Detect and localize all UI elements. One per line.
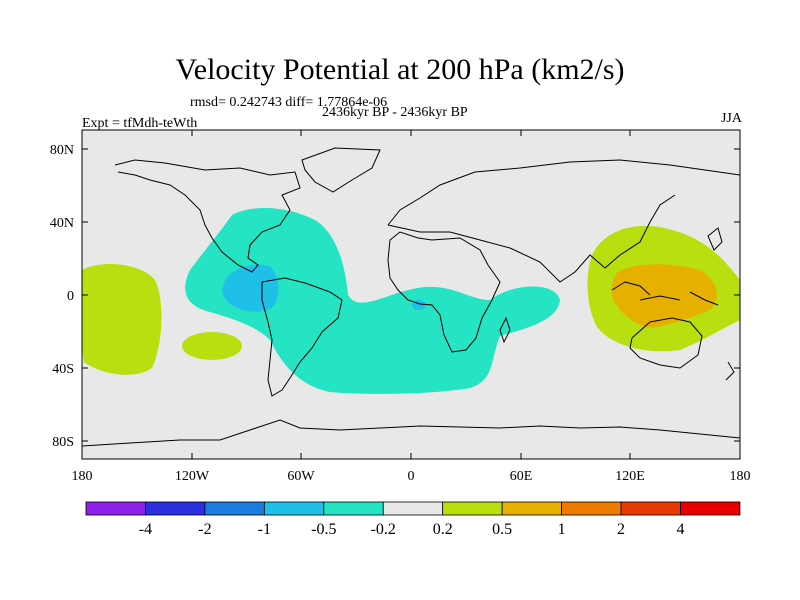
colorbar-box bbox=[620, 501, 681, 516]
colorbar-label: 4 bbox=[677, 521, 685, 538]
negative-anomaly-americas-atlantic bbox=[185, 208, 560, 394]
colorbar-label: 2 bbox=[617, 521, 625, 538]
colorbar-box bbox=[501, 501, 562, 516]
colorbar-label: 1 bbox=[558, 521, 566, 538]
colorbar-label: -0.2 bbox=[371, 521, 396, 538]
lat-label: 40S bbox=[52, 362, 74, 377]
lat-ticks: 80N 40N 0 40S 80S bbox=[50, 143, 740, 450]
coast-japan bbox=[707, 227, 723, 251]
positive-core-maritime-continent bbox=[611, 264, 717, 328]
lon-label: 60E bbox=[510, 469, 533, 484]
lat-label: 80N bbox=[50, 143, 74, 158]
coast-eurasia bbox=[387, 159, 740, 283]
colorbar-box bbox=[263, 501, 325, 516]
lon-label: 180 bbox=[730, 469, 751, 484]
colorbar-label: 0.5 bbox=[492, 521, 512, 538]
colorbar-box bbox=[680, 501, 741, 516]
colorbar-box bbox=[204, 501, 265, 516]
coast-madagascar bbox=[499, 316, 511, 344]
lon-label: 120E bbox=[615, 469, 645, 484]
chart-title: Velocity Potential at 200 hPa (km2/s) bbox=[175, 53, 625, 86]
colorbar-box bbox=[145, 501, 206, 516]
lat-label: 40N bbox=[50, 216, 74, 231]
coast-southeast-asia bbox=[611, 281, 719, 306]
lon-label: 120W bbox=[175, 469, 210, 484]
colorbar-label: -4 bbox=[139, 521, 152, 538]
coast-australia bbox=[629, 317, 703, 369]
colorbar-box bbox=[323, 501, 384, 516]
colorbar-label: 0.2 bbox=[433, 521, 453, 538]
colorbar-label: -1 bbox=[258, 521, 271, 538]
lon-label: 0 bbox=[408, 469, 415, 484]
coast-new-zealand bbox=[725, 361, 735, 381]
lat-label: 80S bbox=[52, 435, 74, 450]
experiment-label: Expt = tfMdh-teWth bbox=[82, 116, 198, 131]
coast-antarctica bbox=[82, 419, 740, 447]
colorbar-label: -2 bbox=[198, 521, 211, 538]
season-label: JJA bbox=[720, 111, 742, 126]
lon-ticks: 180 120W 60W 0 60E 120E 180 bbox=[72, 130, 751, 484]
stats-line: rmsd= 0.242743 diff= 1.77864e-06 bbox=[190, 95, 388, 110]
coast-south-america bbox=[261, 277, 343, 397]
period-label: 2436kyr BP - 2436kyr BP bbox=[322, 105, 468, 120]
lon-label: 180 bbox=[72, 469, 93, 484]
lon-label: 60W bbox=[287, 469, 315, 484]
colorbar: -4 -2 -1 -0.5 -0.2 0.2 0.5 1 2 4 bbox=[85, 501, 741, 538]
coast-europe-africa bbox=[387, 231, 501, 353]
negative-core-gulf-of-guinea bbox=[412, 300, 426, 310]
negative-core-central-america bbox=[222, 264, 279, 312]
lat-label: 0 bbox=[67, 289, 74, 304]
colorbar-box bbox=[85, 501, 146, 516]
positive-anomaly-east-pacific bbox=[82, 264, 162, 375]
coast-greenland bbox=[301, 147, 381, 193]
coastlines bbox=[82, 147, 740, 447]
colorbar-label: -0.5 bbox=[311, 521, 336, 538]
colorbar-box bbox=[561, 501, 622, 516]
colorbar-box bbox=[382, 501, 444, 516]
coast-north-america bbox=[114, 159, 301, 273]
colorbar-box bbox=[442, 501, 503, 516]
positive-anomaly-south-pacific bbox=[182, 332, 242, 360]
